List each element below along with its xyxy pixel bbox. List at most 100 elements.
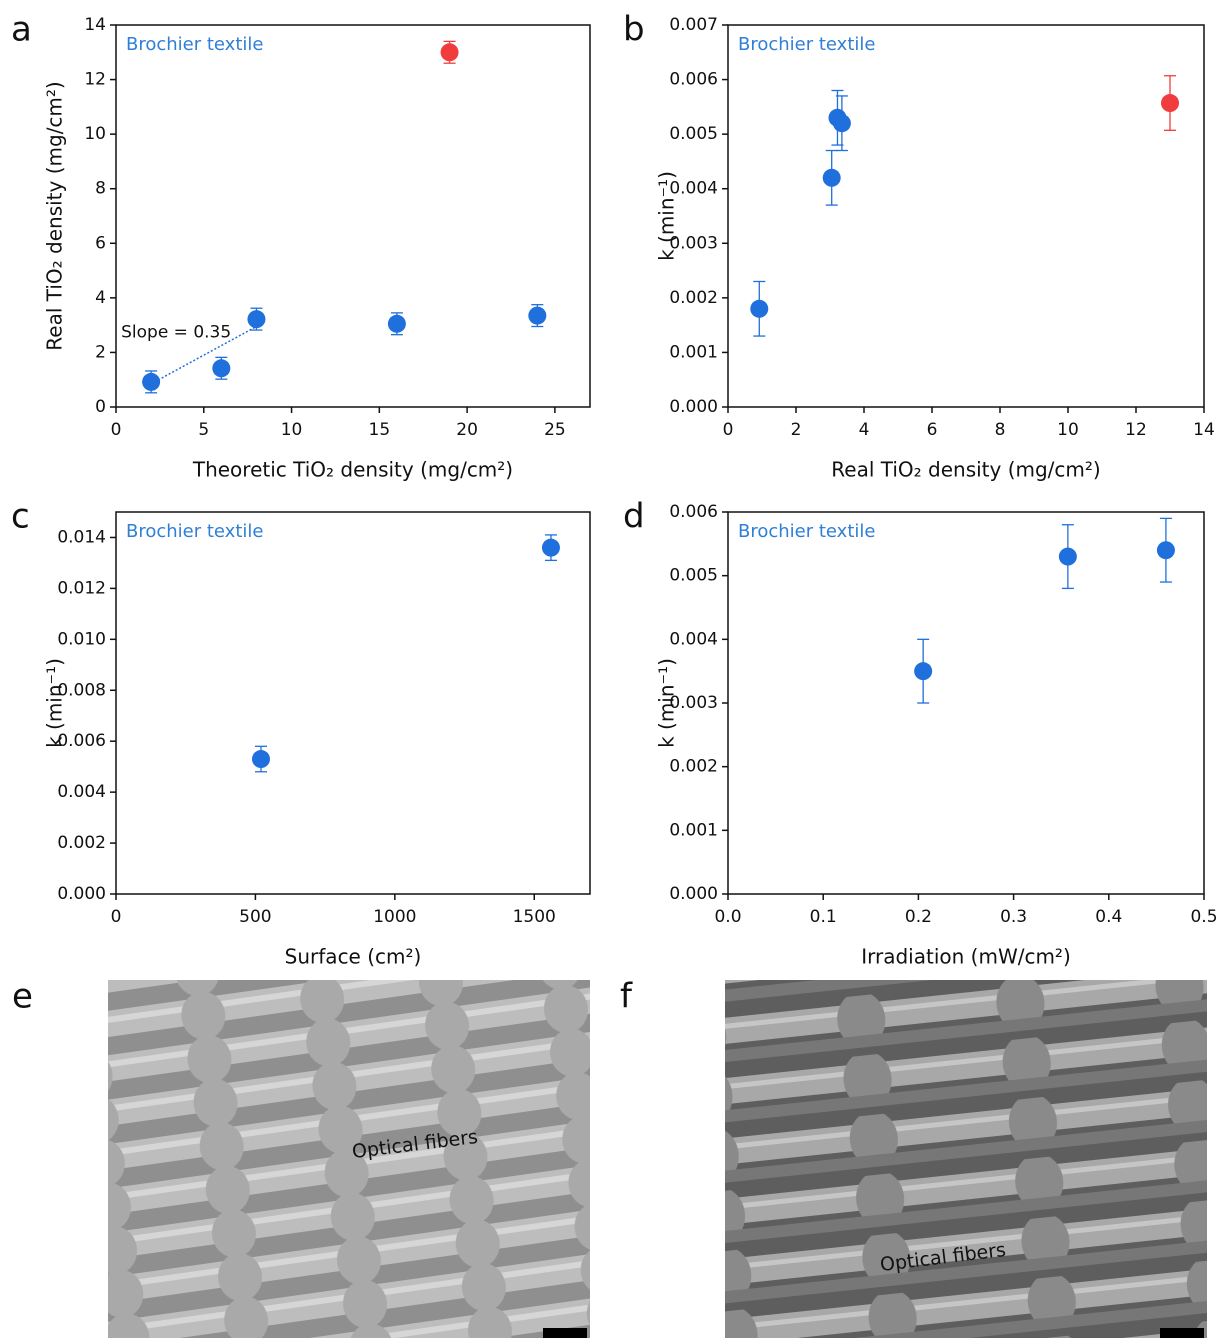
x-axis-label: Theoretic TiO₂ density (mg/cm²) bbox=[192, 458, 513, 482]
x-tick-label: 8 bbox=[995, 420, 1006, 440]
chart-panel: 0.0 0.1 0.2 0.3 0.4 0.5 0.000 0.001 0.002 0.003 0.… bbox=[623, 497, 1218, 969]
plot-frame bbox=[115, 511, 591, 895]
y-tick-label: 0.002 bbox=[57, 833, 106, 853]
x-axis-label: Irradiation (mW/cm²) bbox=[861, 945, 1071, 969]
panel-label: a bbox=[11, 10, 32, 50]
y-tick-label: 0.002 bbox=[669, 288, 718, 308]
scale-bar bbox=[1160, 1328, 1204, 1338]
x-tick-label: 14 bbox=[1193, 420, 1215, 440]
x-tick-label: 0 bbox=[111, 420, 122, 440]
data-point bbox=[541, 538, 560, 557]
x-tick-label: 0.2 bbox=[905, 907, 932, 927]
y-tick-label: 0.000 bbox=[57, 884, 106, 904]
image-e: e Optical fibers bbox=[12, 977, 590, 1338]
data-point bbox=[212, 359, 231, 378]
x-tick-label: 2 bbox=[791, 420, 802, 440]
scale-bar bbox=[543, 1328, 587, 1338]
data-point bbox=[251, 750, 270, 769]
x-tick-label: 0.5 bbox=[1190, 907, 1217, 927]
x-tick-label: 0.1 bbox=[810, 907, 837, 927]
x-axis-label: Real TiO₂ density (mg/cm²) bbox=[831, 458, 1100, 482]
y-tick-label: 0 bbox=[95, 397, 106, 417]
y-tick-label: 0.004 bbox=[669, 179, 718, 199]
chart-panel: 0 500 1000 1500 0.000 0.002 0.004 0.006 0.008 0.0… bbox=[11, 497, 591, 969]
x-tick-label: 10 bbox=[281, 420, 303, 440]
x-tick-label: 0 bbox=[723, 420, 734, 440]
y-tick-label: 0.003 bbox=[669, 233, 718, 253]
data-point bbox=[1058, 547, 1077, 566]
data-point bbox=[832, 114, 851, 133]
x-tick-label: 1500 bbox=[513, 907, 556, 927]
data-point bbox=[528, 306, 547, 325]
y-tick-label: 0.006 bbox=[57, 731, 106, 751]
y-axis-label: Real TiO₂ density (mg/cm²) bbox=[43, 81, 67, 350]
y-tick-label: 8 bbox=[95, 179, 106, 199]
panel-label: d bbox=[623, 497, 645, 537]
data-point bbox=[1156, 541, 1175, 560]
y-tick-label: 12 bbox=[84, 70, 106, 90]
chart-panel: 0 2 4 6 8 10 12 14 0.000 0.001 0.002 0.003 0.004 0.00… bbox=[623, 10, 1215, 482]
y-tick-label: 0.005 bbox=[669, 124, 718, 144]
x-tick-label: 20 bbox=[456, 420, 478, 440]
panel-label: c bbox=[11, 497, 30, 537]
x-tick-label: 0.3 bbox=[1000, 907, 1027, 927]
panel-label: b bbox=[623, 10, 645, 50]
y-tick-label: 0.001 bbox=[669, 820, 718, 840]
y-axis-label: k (min⁻¹) bbox=[655, 658, 679, 748]
fit-label: Slope = 0.35 bbox=[121, 323, 231, 343]
plot-frame bbox=[727, 511, 1205, 895]
x-tick-label: 500 bbox=[239, 907, 271, 927]
data-point bbox=[440, 43, 459, 62]
x-tick-label: 6 bbox=[927, 420, 938, 440]
x-tick-label: 25 bbox=[544, 420, 566, 440]
y-tick-label: 0.012 bbox=[57, 578, 106, 598]
x-tick-label: 0.4 bbox=[1095, 907, 1122, 927]
y-tick-label: 0.004 bbox=[669, 629, 718, 649]
plot-frame bbox=[727, 24, 1205, 408]
data-point bbox=[1161, 94, 1179, 113]
y-tick-label: 0.006 bbox=[669, 502, 718, 522]
y-tick-label: 2 bbox=[95, 342, 106, 362]
annotation: Brochier textile bbox=[126, 34, 263, 55]
y-tick-label: 0.000 bbox=[669, 397, 718, 417]
panel-label: f bbox=[620, 977, 633, 1017]
y-axis-label: k (min⁻¹) bbox=[655, 171, 679, 261]
y-tick-label: 0.002 bbox=[669, 757, 718, 777]
y-tick-label: 0.006 bbox=[669, 70, 718, 90]
plot-frame bbox=[115, 24, 591, 408]
annotation: Brochier textile bbox=[738, 521, 875, 542]
y-tick-label: 0.008 bbox=[57, 680, 106, 700]
annotation: Brochier textile bbox=[126, 521, 263, 542]
y-tick-label: 0.004 bbox=[57, 782, 106, 802]
data-point bbox=[387, 314, 406, 333]
sem-image bbox=[725, 980, 1207, 1338]
data-point bbox=[914, 662, 933, 681]
data-point bbox=[822, 168, 841, 187]
panel-label: e bbox=[12, 977, 33, 1017]
chart-panel: 0 5 10 15 20 25 0 2 4 6 8 10 12 14 Theoretic TiO₂ dens… bbox=[11, 10, 591, 482]
y-tick-label: 6 bbox=[95, 233, 106, 253]
x-tick-label: 5 bbox=[198, 420, 209, 440]
x-tick-label: 10 bbox=[1057, 420, 1079, 440]
y-tick-label: 0.010 bbox=[57, 629, 106, 649]
y-tick-label: 14 bbox=[84, 15, 106, 35]
x-tick-label: 4 bbox=[859, 420, 870, 440]
annotation: Brochier textile bbox=[738, 34, 875, 55]
y-tick-label: 4 bbox=[95, 288, 106, 308]
y-tick-label: 0.005 bbox=[669, 566, 718, 586]
y-tick-label: 0.000 bbox=[669, 884, 718, 904]
y-tick-label: 0.014 bbox=[57, 527, 106, 547]
data-point bbox=[142, 372, 161, 391]
x-axis-label: Surface (cm²) bbox=[285, 945, 422, 969]
y-tick-label: 0.007 bbox=[669, 15, 718, 35]
image-f: f Optical fibers bbox=[620, 977, 1207, 1338]
y-tick-label: 0.001 bbox=[669, 342, 718, 362]
x-tick-label: 0.0 bbox=[714, 907, 741, 927]
sem-image bbox=[108, 980, 590, 1338]
x-tick-label: 1000 bbox=[373, 907, 416, 927]
y-tick-label: 0.003 bbox=[669, 693, 718, 713]
x-tick-label: 12 bbox=[1125, 420, 1147, 440]
data-point bbox=[750, 299, 769, 318]
y-axis-label: k (min⁻¹) bbox=[43, 658, 67, 748]
